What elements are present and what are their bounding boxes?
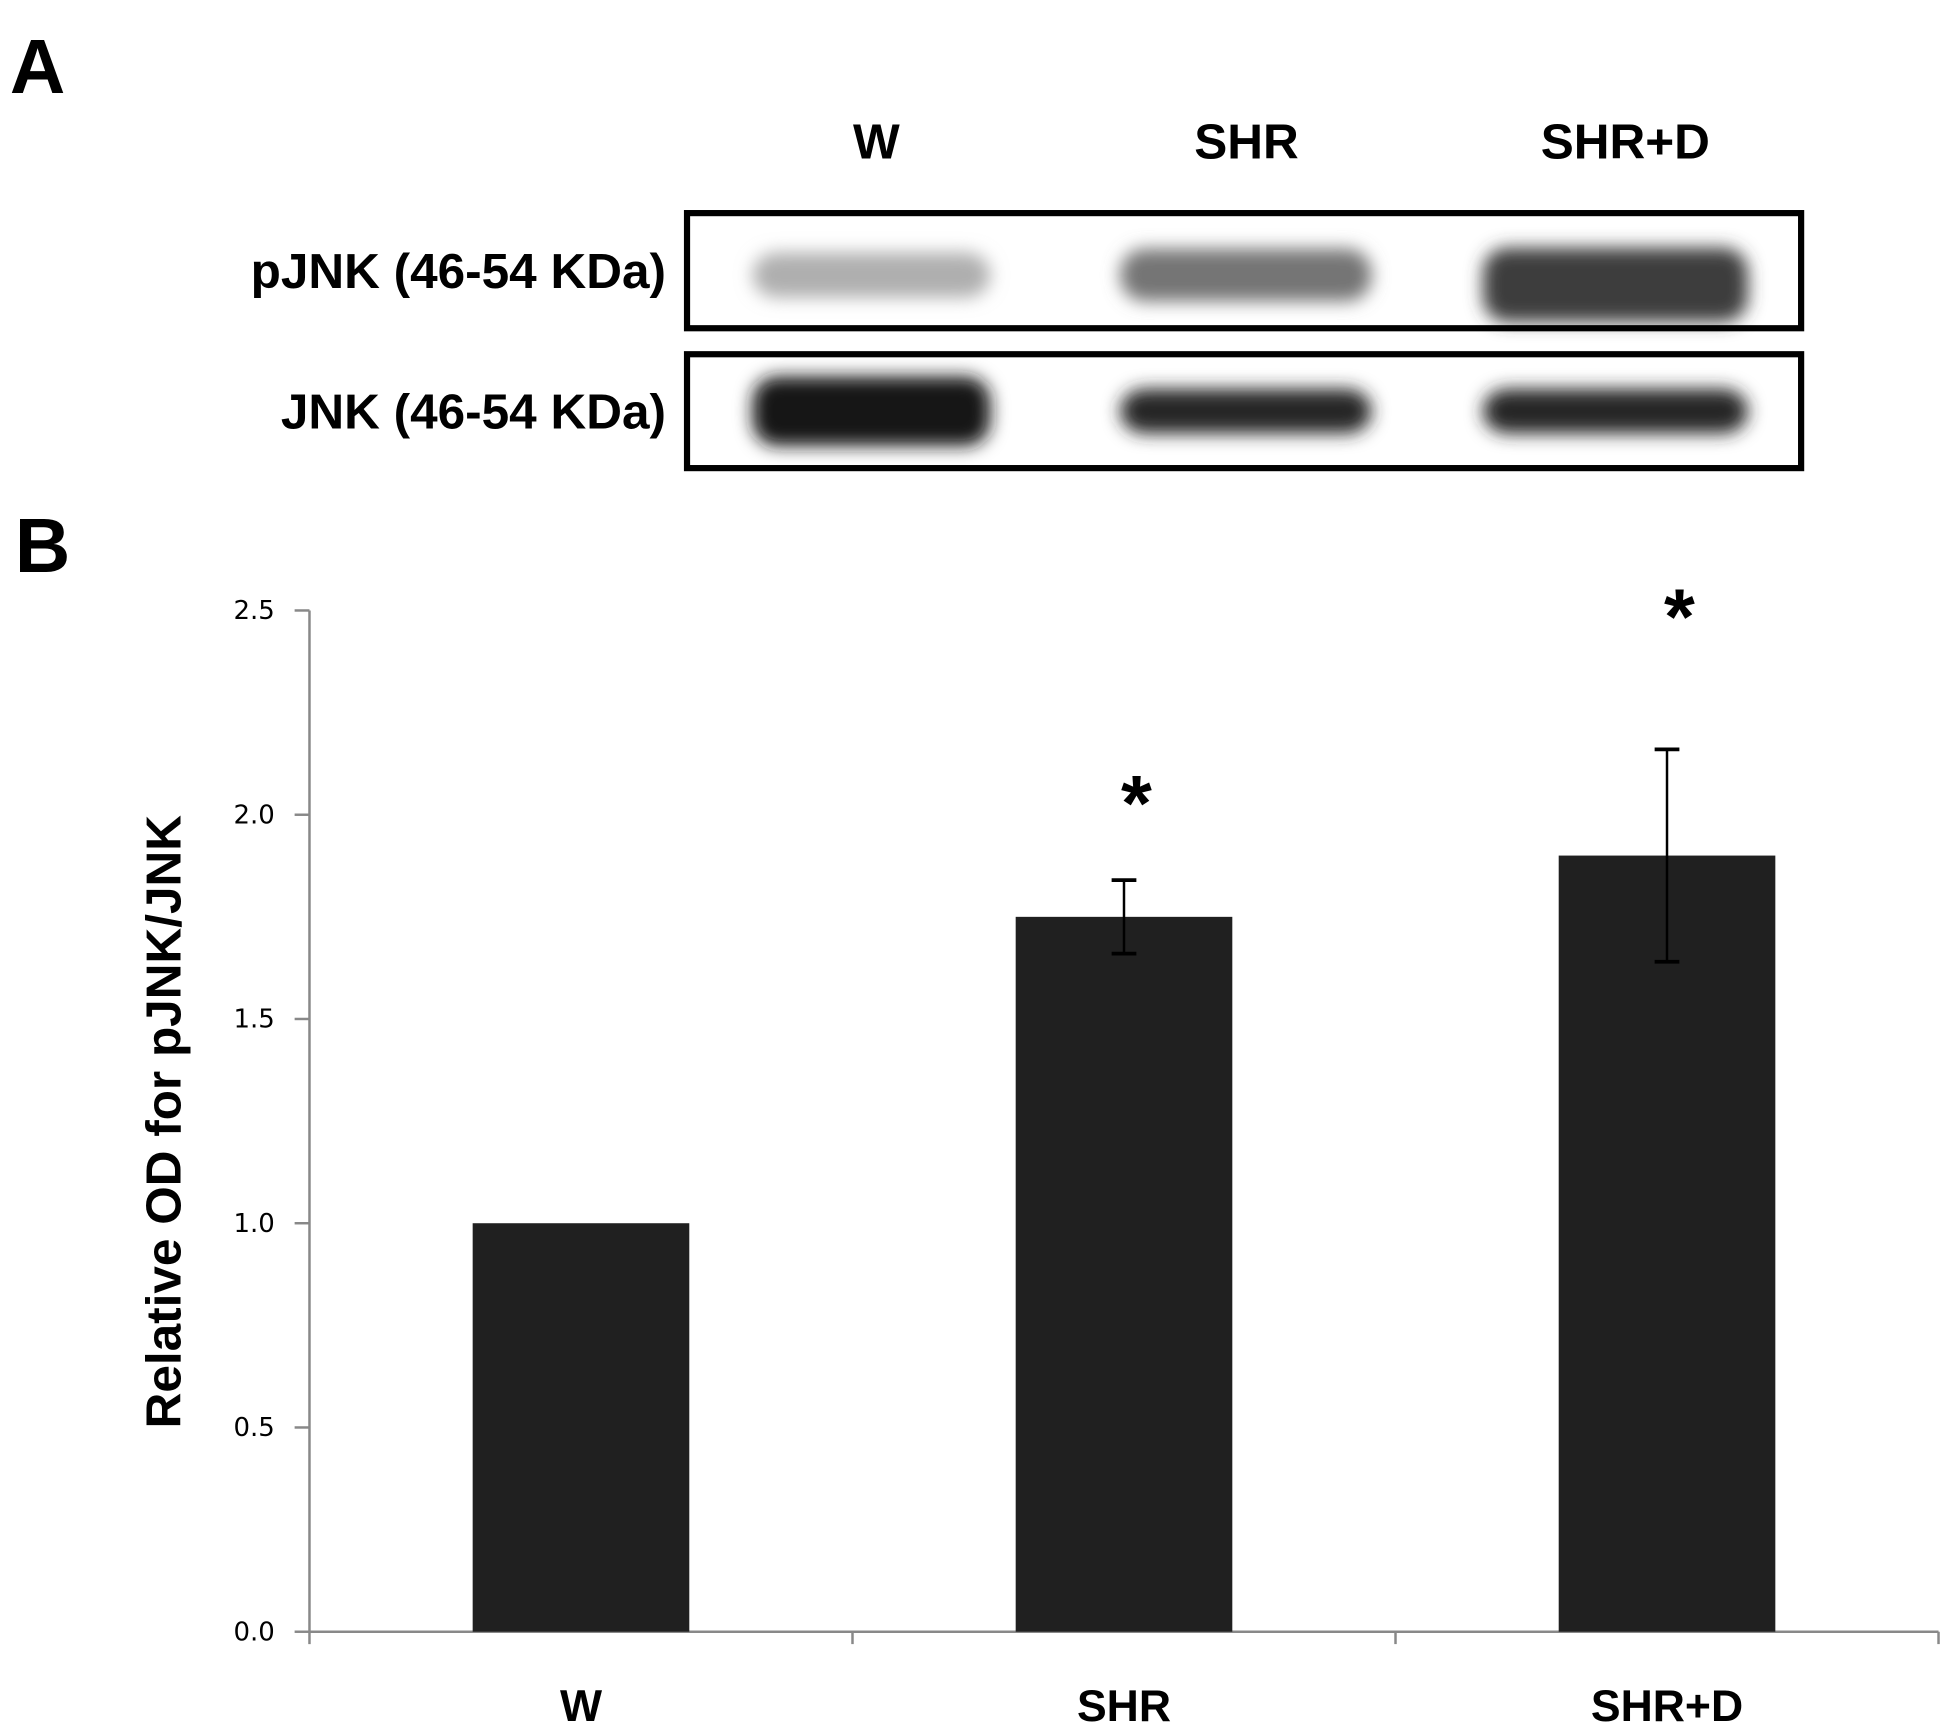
significance-marker: * [1121, 759, 1152, 848]
blot-row-label: pJNK (46-54 KDa) [251, 244, 666, 299]
y-tick-label: 2.0 [233, 800, 274, 830]
x-tick-label: SHR [1077, 1682, 1171, 1726]
blot-band [1482, 388, 1748, 434]
lane-label: W [853, 115, 900, 170]
x-tick-label: W [560, 1682, 602, 1726]
blot-band [752, 252, 991, 298]
y-tick-label: 0.5 [233, 1413, 274, 1443]
blot-frame [683, 351, 1805, 472]
bar-chart: 0.0 0.5 1.0 1.5 2.0 2.5 W * SHR * SHR+D [233, 572, 1940, 1726]
significance-marker: * [1664, 572, 1695, 661]
bar [1558, 855, 1776, 1632]
blot-band [1120, 248, 1372, 302]
x-tick-label: SHR+D [1591, 1682, 1743, 1726]
bar [1015, 916, 1233, 1632]
error-bar [1654, 747, 1680, 964]
y-tick-label: 0.0 [233, 1617, 274, 1647]
blot-row: pJNK (46-54 KDa) [251, 210, 1805, 332]
lane-label: SHR [1194, 115, 1299, 170]
y-tick-label: 2.5 [233, 596, 274, 626]
panel-a-label: A [10, 25, 65, 110]
lane-label: SHR+D [1541, 115, 1710, 170]
panel-b-label: B [15, 504, 70, 589]
blot-row-label: JNK (46-54 KDa) [281, 385, 666, 440]
error-bar [1111, 878, 1137, 956]
blot-band [1482, 247, 1748, 323]
blot-row: JNK (46-54 KDa) [281, 351, 1805, 472]
blot-frame [683, 210, 1805, 332]
y-tick-label: 1.5 [233, 1005, 274, 1035]
y-axis-label: Relative OD for pJNK/JNK [137, 815, 192, 1429]
y-tick-label: 1.0 [233, 1209, 274, 1239]
blot-band [1120, 388, 1372, 434]
blot-band [752, 376, 991, 446]
bar [472, 1223, 690, 1632]
